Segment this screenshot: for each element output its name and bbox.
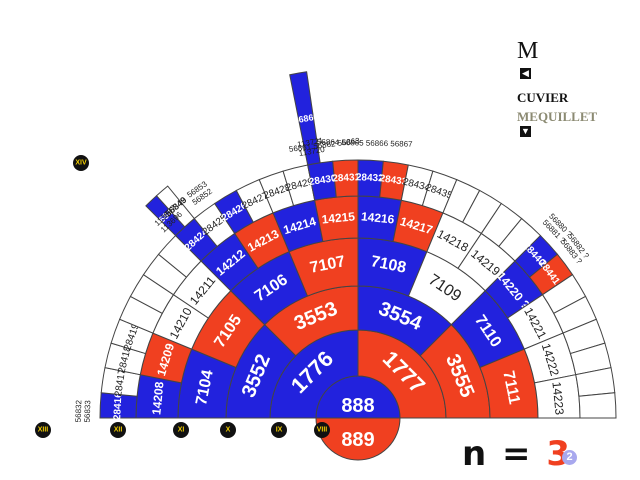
outer-number-line: 56864 56865 56866 56867: [317, 137, 413, 148]
surname-cuvier[interactable]: CUVIER: [517, 90, 569, 105]
outer-number-line: 113721: [297, 136, 325, 149]
center-top-label: 888: [341, 395, 374, 417]
extension-cell[interactable]: [155, 185, 196, 228]
extension-label: 56860: [293, 111, 319, 125]
generation-marker: [173, 422, 189, 438]
ancestor-cell[interactable]: [578, 392, 617, 419]
ancestor-label: 7107: [308, 253, 346, 277]
outer-number-line: 113720: [298, 145, 326, 158]
ancestor-label: 28417: [113, 368, 128, 398]
arrow-down-icon[interactable]: ▼: [520, 126, 531, 137]
ancestor-label: 7111: [499, 369, 522, 406]
generation-marker-label: XII: [114, 427, 123, 434]
arrow-left-icon[interactable]: ◀: [520, 68, 531, 79]
generation-formula: n = 3: [462, 434, 572, 474]
formula-value: 3: [546, 434, 573, 474]
ancestor-label: 7108: [369, 253, 407, 277]
generation-marker-label: IX: [276, 427, 283, 434]
ancestor-label: 7104: [193, 368, 217, 406]
surname-mequillet[interactable]: MEQUILLET: [517, 109, 598, 124]
generation-marker-label: VIII: [317, 427, 328, 434]
generation-marker: [314, 422, 330, 438]
ancestor-label: 14215: [321, 209, 356, 226]
formula-badge[interactable]: 2: [562, 450, 577, 465]
generation-marker: [35, 422, 51, 438]
ancestor-label: 28432: [356, 172, 385, 184]
ancestor-label: 14223: [549, 381, 566, 416]
extension-cell[interactable]: [289, 71, 321, 166]
outer-number-line: 56833: [83, 400, 93, 423]
generation-marker-label: X: [226, 427, 231, 434]
ancestor-label: 28416: [112, 392, 124, 421]
center-bottom-label: 889: [341, 429, 374, 451]
generation-marker-label: XIV: [75, 160, 87, 167]
ancestor-label: 28433: [379, 173, 409, 188]
generation-marker: [110, 422, 126, 438]
ancestor-label: 28431: [332, 172, 361, 184]
generation-marker: [271, 422, 287, 438]
outer-number-label: 56864 56865 56866 56867: [317, 137, 413, 148]
generation-marker: [220, 422, 236, 438]
ancestor-label: 14216: [360, 209, 395, 226]
generation-marker-label: XIII: [38, 427, 49, 434]
formula-prefix: n =: [462, 434, 533, 474]
ancestor-label: 14208: [149, 381, 166, 416]
outer-number-line: 56832: [74, 399, 84, 422]
generation-marker-label: XI: [178, 427, 185, 434]
outer-number-label: 56832 56833: [74, 399, 93, 422]
ancestor-label: 28430: [308, 173, 338, 188]
generation-marker: [73, 155, 89, 171]
surname-initial: M: [517, 38, 539, 64]
